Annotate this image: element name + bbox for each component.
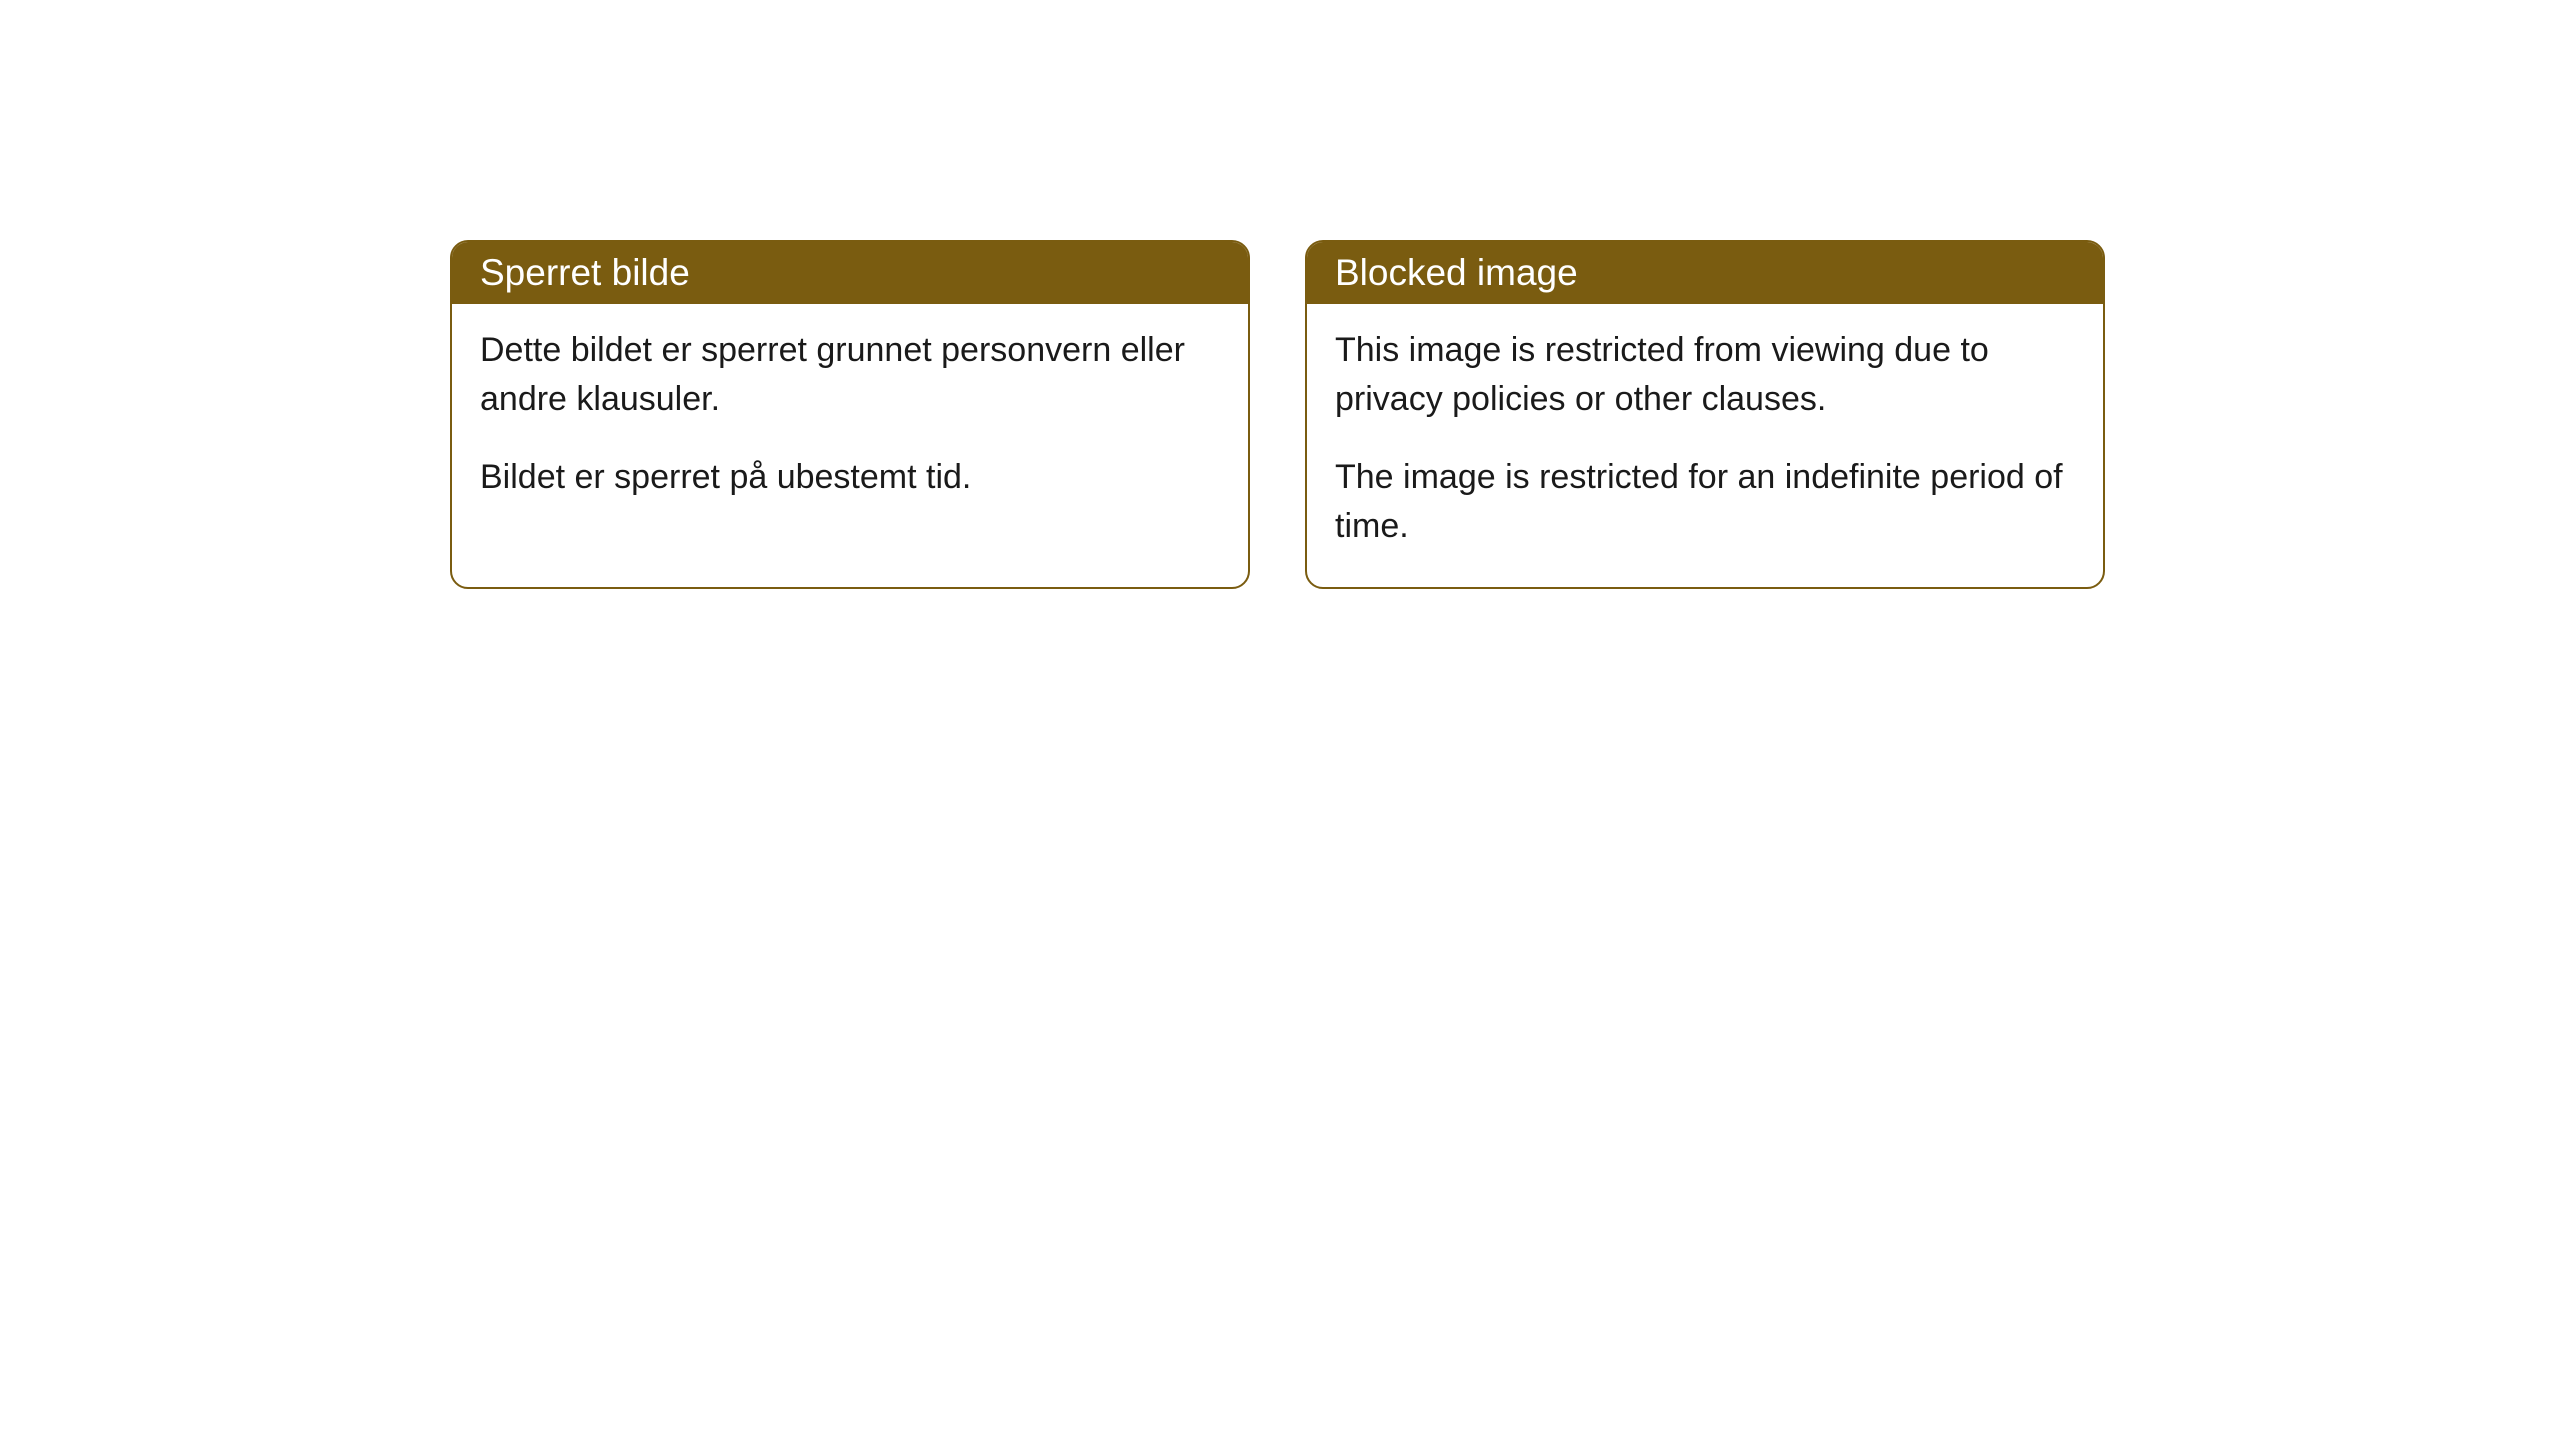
blocked-image-card-norwegian: Sperret bilde Dette bildet er sperret gr… xyxy=(450,240,1250,589)
card-body-english: This image is restricted from viewing du… xyxy=(1307,304,2103,587)
notice-paragraph-2: Bildet er sperret på ubestemt tid. xyxy=(480,453,1220,502)
notice-paragraph-2: The image is restricted for an indefinit… xyxy=(1335,453,2075,552)
card-header-english: Blocked image xyxy=(1307,242,2103,304)
card-title: Blocked image xyxy=(1335,252,1578,293)
notice-paragraph-1: Dette bildet er sperret grunnet personve… xyxy=(480,326,1220,425)
notice-paragraph-1: This image is restricted from viewing du… xyxy=(1335,326,2075,425)
notice-cards-container: Sperret bilde Dette bildet er sperret gr… xyxy=(450,240,2560,589)
card-header-norwegian: Sperret bilde xyxy=(452,242,1248,304)
card-body-norwegian: Dette bildet er sperret grunnet personve… xyxy=(452,304,1248,538)
card-title: Sperret bilde xyxy=(480,252,690,293)
blocked-image-card-english: Blocked image This image is restricted f… xyxy=(1305,240,2105,589)
